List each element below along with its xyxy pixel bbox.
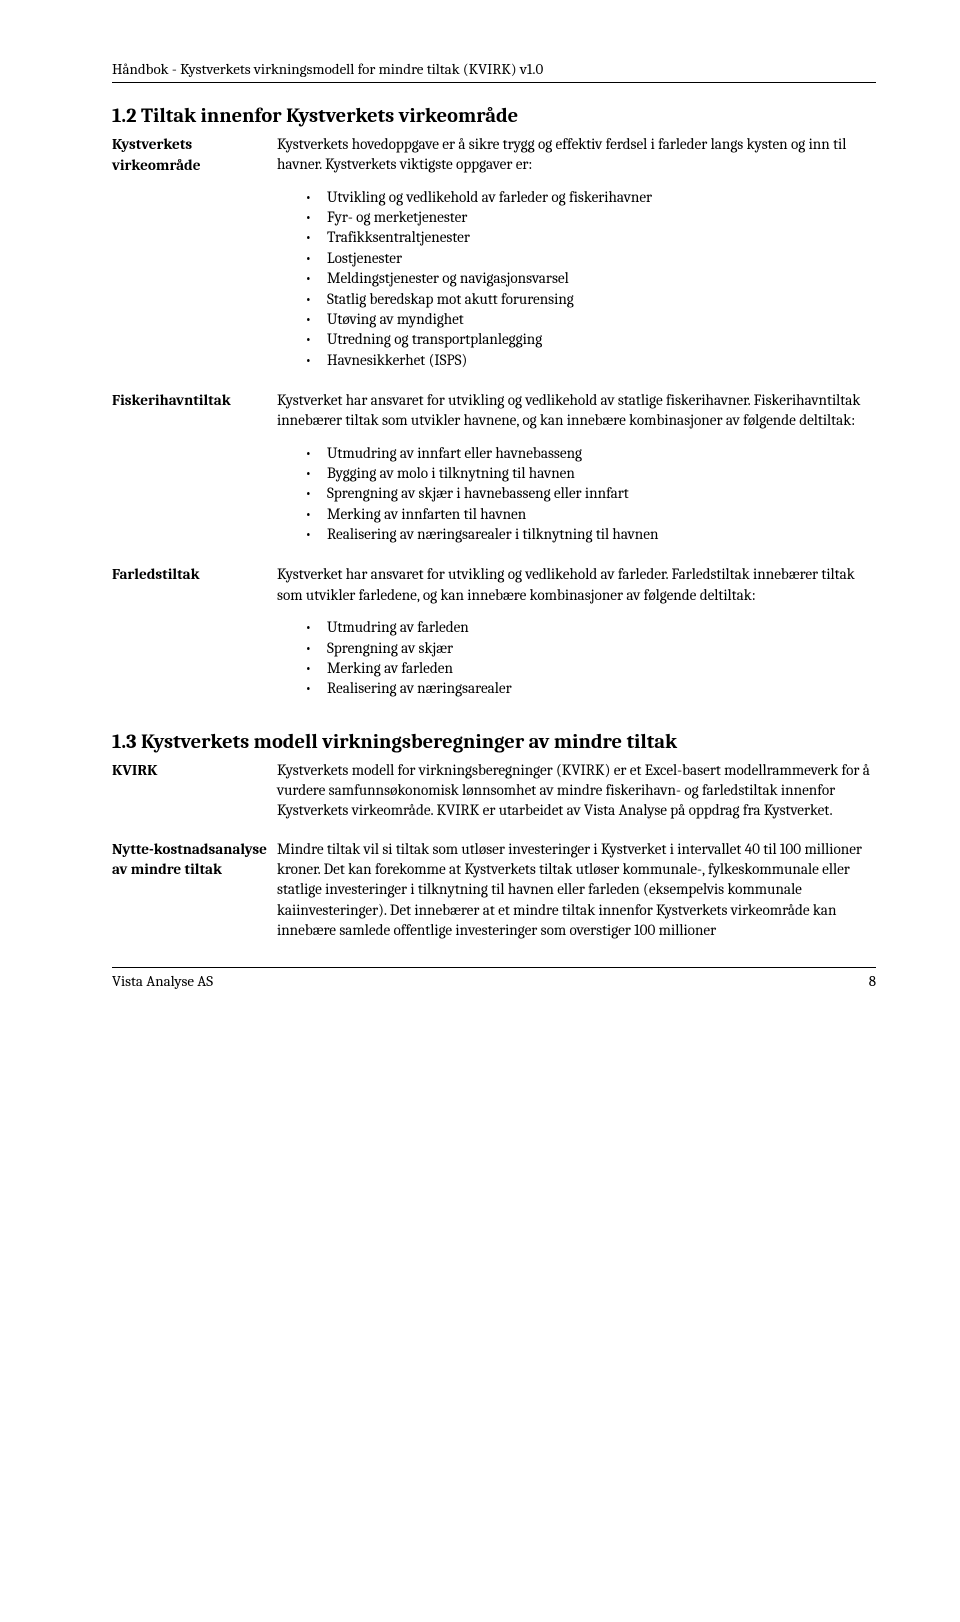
list-item: Utmudring av farleden bbox=[305, 617, 876, 637]
body-kvirk: Kystverkets modell for virkningsberegnin… bbox=[277, 760, 876, 821]
list-item: Fyr- og merketjenester bbox=[305, 207, 876, 227]
list-item: Statlig beredskap mot akutt forurensing bbox=[305, 289, 876, 309]
body-nytte: Mindre tiltak vil si tiltak som utløser … bbox=[277, 839, 876, 941]
list-item: Sprengning av skjær i havnebasseng eller… bbox=[305, 483, 876, 503]
section-1-3-title: 1.3 Kystverkets modell virkningsberegnin… bbox=[112, 731, 876, 754]
content-virkeomraade: Kystverkets hovedoppgave er å sikre tryg… bbox=[277, 134, 876, 388]
list-item: Meldingstjenester og navigasjonsvarsel bbox=[305, 268, 876, 288]
body-virkeomraade: Kystverkets hovedoppgave er å sikre tryg… bbox=[277, 134, 876, 175]
list-item: Merking av farleden bbox=[305, 658, 876, 678]
label-fiskerihavntiltak: Fiskerihavntiltak bbox=[112, 390, 277, 411]
footer-left: Vista Analyse AS bbox=[112, 972, 213, 990]
list-item: Realisering av næringsarealer i tilknytn… bbox=[305, 524, 876, 544]
list-item: Utredning og transportplanlegging bbox=[305, 329, 876, 349]
row-nytte: Nytte-kostnadsanalyse av mindre tiltak M… bbox=[112, 839, 876, 941]
body-farledstiltak: Kystverket har ansvaret for utvikling og… bbox=[277, 564, 876, 605]
content-fiskerihavntiltak: Kystverket har ansvaret for utvikling og… bbox=[277, 390, 876, 563]
content-nytte: Mindre tiltak vil si tiltak som utløser … bbox=[277, 839, 876, 941]
label-farledstiltak: Farledstiltak bbox=[112, 564, 277, 585]
content-kvirk: Kystverkets modell for virkningsberegnin… bbox=[277, 760, 876, 821]
row-virkeomraade: Kystverkets virkeområde Kystverkets hove… bbox=[112, 134, 876, 388]
row-farledstiltak: Farledstiltak Kystverket har ansvaret fo… bbox=[112, 564, 876, 716]
list-item: Utøving av myndighet bbox=[305, 309, 876, 329]
content-farledstiltak: Kystverket har ansvaret for utvikling og… bbox=[277, 564, 876, 716]
label-nytte: Nytte-kostnadsanalyse av mindre tiltak bbox=[112, 839, 277, 880]
page-header: Håndbok - Kystverkets virkningsmodell fo… bbox=[112, 60, 876, 83]
list-item: Utmudring av innfart eller havnebasseng bbox=[305, 443, 876, 463]
header-text: Håndbok - Kystverkets virkningsmodell fo… bbox=[112, 60, 543, 78]
list-item: Utvikling og vedlikehold av farleder og … bbox=[305, 187, 876, 207]
footer-page-number: 8 bbox=[869, 972, 876, 990]
list-item: Merking av innfarten til havnen bbox=[305, 504, 876, 524]
list-item: Trafikksentraltjenester bbox=[305, 227, 876, 247]
label-kvirk: KVIRK bbox=[112, 760, 277, 781]
list-item: Realisering av næringsarealer bbox=[305, 678, 876, 698]
section-1-2-title: 1.2 Tiltak innenfor Kystverkets virkeomr… bbox=[112, 105, 876, 128]
list-item: Havnesikkerhet (ISPS) bbox=[305, 350, 876, 370]
row-kvirk: KVIRK Kystverkets modell for virkningsbe… bbox=[112, 760, 876, 821]
bullets-virkeomraade: Utvikling og vedlikehold av farleder og … bbox=[277, 187, 876, 370]
list-item: Sprengning av skjær bbox=[305, 638, 876, 658]
row-fiskerihavntiltak: Fiskerihavntiltak Kystverket har ansvare… bbox=[112, 390, 876, 563]
list-item: Lostjenester bbox=[305, 248, 876, 268]
bullets-farledstiltak: Utmudring av farleden Sprengning av skjæ… bbox=[277, 617, 876, 698]
label-virkeomraade: Kystverkets virkeområde bbox=[112, 134, 277, 175]
body-fiskerihavntiltak: Kystverket har ansvaret for utvikling og… bbox=[277, 390, 876, 431]
bullets-fiskerihavntiltak: Utmudring av innfart eller havnebasseng … bbox=[277, 443, 876, 545]
page-footer: Vista Analyse AS 8 bbox=[112, 967, 876, 990]
list-item: Bygging av molo i tilknytning til havnen bbox=[305, 463, 876, 483]
